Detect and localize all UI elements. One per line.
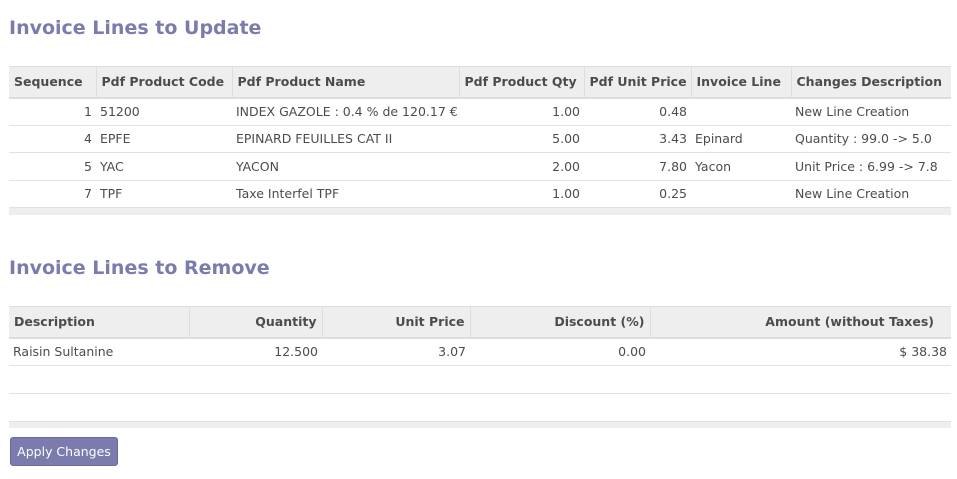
table-header-row: Sequence Pdf Product Code Pdf Product Na… <box>9 66 951 99</box>
cell-sequence: 1 <box>9 97 96 126</box>
column-header-invoice-line[interactable]: Invoice Line <box>690 66 791 99</box>
cell-unit-price: 3.43 <box>584 125 691 153</box>
cell-sequence: 5 <box>9 152 96 181</box>
update-lines-table: Sequence Pdf Product Code Pdf Product Na… <box>9 66 951 215</box>
table-footer <box>9 421 951 428</box>
cell-product-code: TPF <box>96 180 232 208</box>
cell-quantity: 12.500 <box>189 337 322 366</box>
table-footer <box>9 207 951 215</box>
cell-product-code: 51200 <box>96 97 232 126</box>
column-header-description[interactable]: Description <box>9 306 189 339</box>
cell-invoice-line <box>691 97 791 126</box>
column-header-pdf-product-name[interactable]: Pdf Product Name <box>231 66 459 99</box>
apply-changes-button[interactable]: Apply Changes <box>10 437 118 466</box>
cell-changes-description: New Line Creation <box>791 180 951 208</box>
cell-invoice-line: Epinard <box>691 125 791 153</box>
cell-sequence: 7 <box>9 180 96 208</box>
cell-product-name: YACON <box>232 152 459 181</box>
cell-sequence: 4 <box>9 125 96 153</box>
column-header-changes-description[interactable]: Changes Description <box>790 66 951 99</box>
cell-changes-description: Quantity : 99.0 -> 5.0 <box>791 125 951 153</box>
column-header-pdf-product-code[interactable]: Pdf Product Code <box>95 66 232 99</box>
column-header-sequence[interactable]: Sequence <box>9 66 96 99</box>
cell-product-code: YAC <box>96 152 232 181</box>
cell-unit-price: 0.25 <box>584 180 691 208</box>
cell-product-code: EPFE <box>96 125 232 153</box>
cell-product-qty: 2.00 <box>459 152 584 181</box>
remove-section-title: Invoice Lines to Remove <box>9 257 270 279</box>
column-header-amount[interactable]: Amount (without Taxes) <box>649 306 951 339</box>
cell-changes-description: New Line Creation <box>791 97 951 126</box>
cell-unit-price: 7.80 <box>584 152 691 181</box>
column-header-discount[interactable]: Discount (%) <box>469 306 650 339</box>
cell-invoice-line <box>691 180 791 208</box>
update-section-title: Invoice Lines to Update <box>9 17 262 39</box>
remove-lines-table: Description Quantity Unit Price Discount… <box>9 306 951 428</box>
cell-description: Raisin Sultanine <box>9 337 189 366</box>
cell-product-name: EPINARD FEUILLES CAT II <box>232 125 459 153</box>
cell-invoice-line: Yacon <box>691 152 791 181</box>
cell-discount: 0.00 <box>470 337 650 366</box>
cell-product-name: INDEX GAZOLE : 0.4 % de 120.17 € <box>232 97 459 126</box>
cell-unit-price: 0.48 <box>584 97 691 126</box>
table-row[interactable]: 7 TPF Taxe Interfel TPF 1.00 0.25 New Li… <box>9 180 951 208</box>
column-header-unit-price[interactable]: Unit Price <box>321 306 470 339</box>
empty-row <box>9 393 951 422</box>
table-row[interactable]: 5 YAC YACON 2.00 7.80 Yacon Unit Price :… <box>9 152 951 181</box>
cell-product-name: Taxe Interfel TPF <box>232 180 459 208</box>
cell-product-qty: 1.00 <box>459 97 584 126</box>
table-row[interactable]: Raisin Sultanine 12.500 3.07 0.00 $ 38.3… <box>9 337 951 366</box>
cell-unit-price: 3.07 <box>322 337 470 366</box>
column-header-pdf-unit-price[interactable]: Pdf Unit Price <box>583 66 691 99</box>
table-header-row: Description Quantity Unit Price Discount… <box>9 306 951 339</box>
column-header-quantity[interactable]: Quantity <box>188 306 322 339</box>
cell-changes-description: Unit Price : 6.99 -> 7.8 <box>791 152 951 181</box>
cell-product-qty: 5.00 <box>459 125 584 153</box>
table-row[interactable]: 1 51200 INDEX GAZOLE : 0.4 % de 120.17 €… <box>9 97 951 126</box>
cell-amount: $ 38.38 <box>650 337 951 366</box>
table-row[interactable]: 4 EPFE EPINARD FEUILLES CAT II 5.00 3.43… <box>9 125 951 153</box>
column-header-pdf-product-qty[interactable]: Pdf Product Qty <box>458 66 584 99</box>
empty-row <box>9 365 951 394</box>
cell-product-qty: 1.00 <box>459 180 584 208</box>
